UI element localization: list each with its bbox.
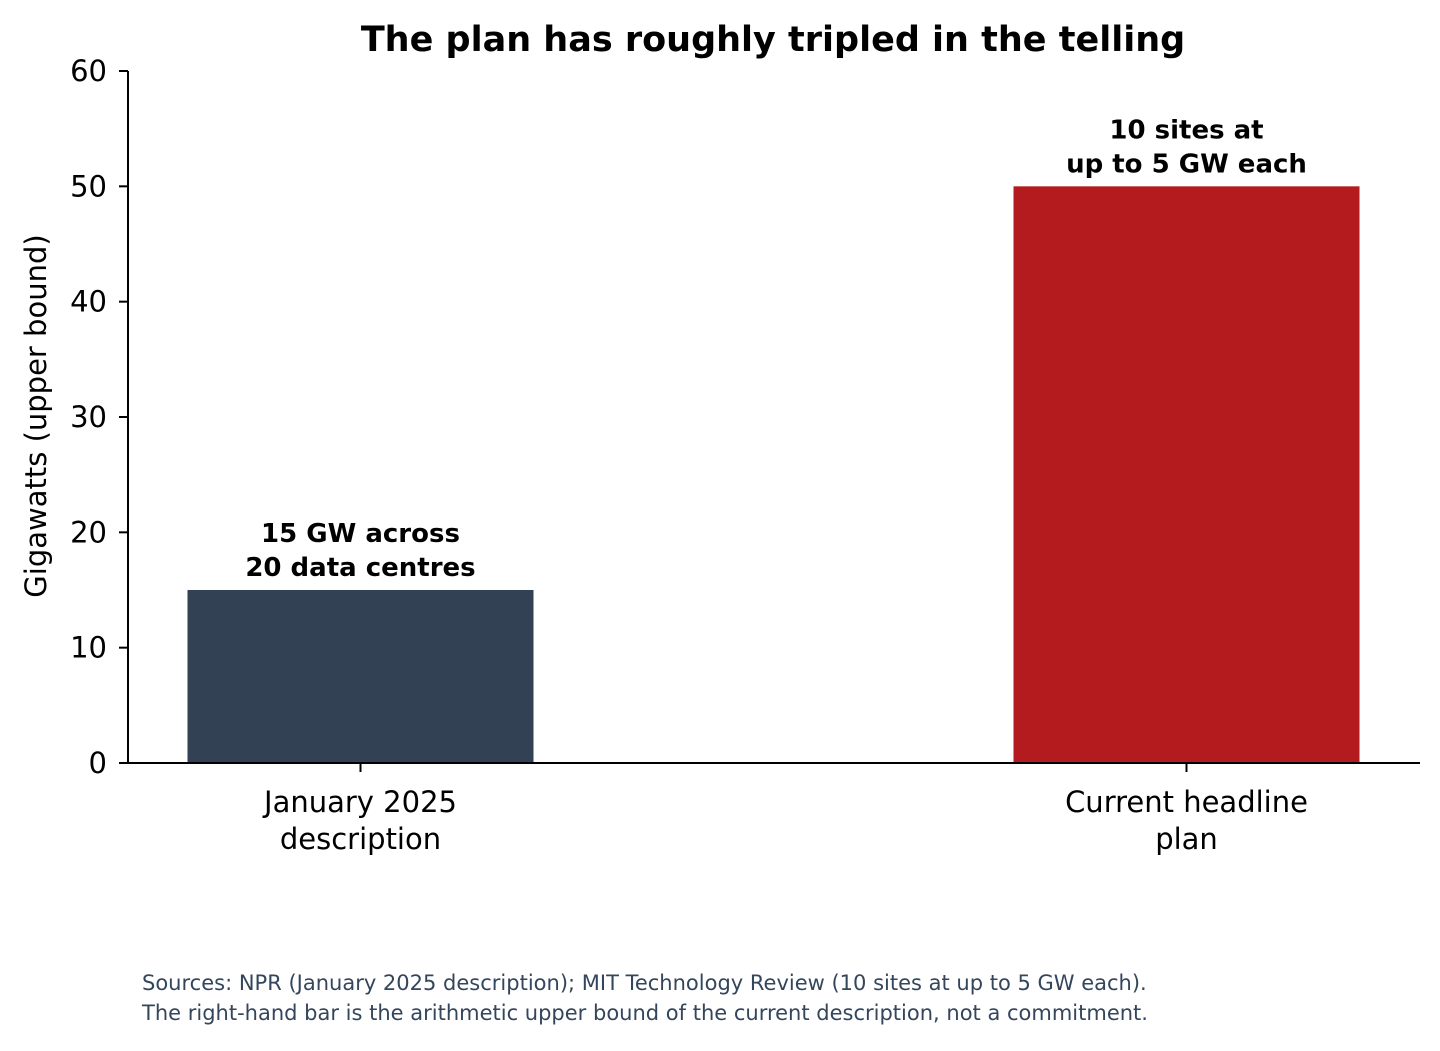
y-tick-label: 20 xyxy=(70,515,107,549)
source-note: Sources: NPR (January 2025 description);… xyxy=(142,968,1148,1028)
source-line-1: Sources: NPR (January 2025 description);… xyxy=(142,971,1147,995)
y-tick-label: 30 xyxy=(70,400,107,434)
data-label: 10 sites at up to 5 GW each xyxy=(1066,115,1307,179)
data-label: 15 GW across 20 data centres xyxy=(245,519,475,583)
x-tick-label: Current headline plan xyxy=(1065,785,1308,856)
y-axis-label: Gigawatts (upper bound) xyxy=(19,234,53,597)
y-tick-label: 50 xyxy=(70,169,107,203)
source-line-2: The right-hand bar is the arithmetic upp… xyxy=(142,1001,1148,1025)
chart-title: The plan has roughly tripled in the tell… xyxy=(361,20,1185,60)
y-tick-label: 10 xyxy=(70,631,107,665)
y-tick-label: 40 xyxy=(70,285,107,319)
bar xyxy=(1013,186,1360,764)
y-tick-label: 60 xyxy=(70,54,107,88)
x-tick-label: January 2025 description xyxy=(262,785,457,856)
bar xyxy=(187,590,534,763)
y-tick-label: 0 xyxy=(89,746,107,780)
